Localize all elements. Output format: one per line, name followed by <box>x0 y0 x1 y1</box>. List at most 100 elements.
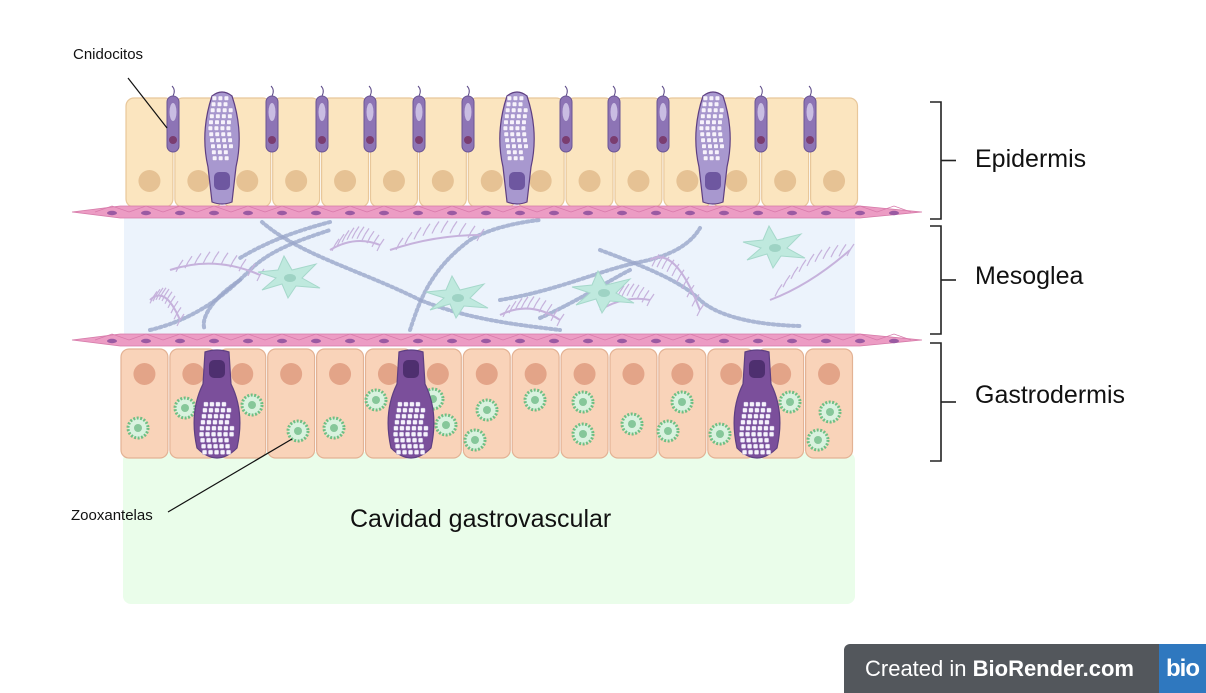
epidermis-nucleus <box>774 170 797 192</box>
epidermis-nucleus <box>285 170 308 192</box>
basal-membrane <box>71 333 923 347</box>
gastrodermis-nucleus <box>231 363 254 385</box>
zooxanthella-icon <box>620 412 644 436</box>
label-mesoglea: Mesoglea <box>975 262 1084 290</box>
zooxanthella-icon <box>806 428 830 452</box>
zooxanthella-icon <box>523 388 547 412</box>
gastrodermis-nucleus <box>818 363 841 385</box>
zooxanthella-icon <box>126 416 150 440</box>
cnidocyte-icon <box>559 85 573 153</box>
epidermis-nucleus <box>431 170 454 192</box>
epidermis-nucleus <box>529 170 552 192</box>
label-cavidad: Cavidad gastrovascular <box>350 505 612 533</box>
gastrodermis-nucleus <box>622 363 645 385</box>
zooxanthella-icon <box>708 422 732 446</box>
mesoglea-fiber-2 <box>238 220 332 260</box>
amoebocyte-icon <box>571 269 635 315</box>
label-epidermis: Epidermis <box>975 145 1087 173</box>
leader-lines <box>127 77 293 513</box>
epidermis-nucleus <box>187 170 210 192</box>
epidermis-nucleus <box>627 170 650 192</box>
zooxanthella-icon <box>434 413 458 437</box>
zooxanthella-icon <box>364 388 388 412</box>
biorender-logo: bio <box>1159 644 1206 693</box>
cnidocyte-icon <box>166 85 180 153</box>
basal-membrane <box>71 205 923 219</box>
gastrodermis-nucleus <box>280 363 303 385</box>
gastrovascular-cavity <box>123 452 855 604</box>
amoebocyte-icon <box>257 254 321 300</box>
zooxanthella-icon <box>286 419 310 443</box>
branching-fiber-0 <box>169 251 265 282</box>
gastrodermis-nucleus <box>377 363 400 385</box>
cnidocyte-icon <box>461 85 475 153</box>
epidermis-nucleus <box>382 170 405 192</box>
epidermis-nucleus <box>676 170 699 192</box>
branching-fiber-4 <box>499 296 565 327</box>
mesoglea-fiber-5 <box>598 248 802 328</box>
cnidocyte-icon <box>754 85 768 153</box>
gastrodermis-nucleus <box>671 363 694 385</box>
cnidocyte-icon <box>412 85 426 153</box>
leader-cnidocitos <box>127 77 168 129</box>
gastrodermis-nucleus <box>426 363 449 385</box>
branching-fiber-3 <box>769 243 855 301</box>
cnidocyte-icon <box>607 85 621 153</box>
biorender-watermark: Created in BioRender.com bio <box>844 644 1206 693</box>
mucus-cell-icon <box>499 91 535 205</box>
basal-membranes <box>71 205 923 347</box>
zooxanthella-icon <box>818 400 842 424</box>
zooxanthella-icon <box>240 393 264 417</box>
gastrodermis-nucleus <box>769 363 792 385</box>
mucus-cell-icon <box>387 349 435 459</box>
mucus-cell-icon <box>204 91 240 205</box>
epidermis-nucleus <box>578 170 601 192</box>
bracket-mesoglea <box>930 225 956 335</box>
amoebocyte-icon <box>425 274 489 320</box>
cnidocyte-icon <box>315 85 329 153</box>
mesoglea-fiber-4 <box>498 226 702 302</box>
cnidocyte-icon <box>656 85 670 153</box>
leader-zooxantelas <box>167 438 293 513</box>
zooxanthella-icon <box>475 398 499 422</box>
zooxanthella-icon <box>463 428 487 452</box>
mesoglea-layer <box>124 214 855 336</box>
zooxanthella-icon <box>571 422 595 446</box>
epidermis-layer <box>125 85 859 208</box>
epidermis-nucleus <box>334 170 357 192</box>
mucus-cell-icon <box>193 349 241 459</box>
cnidocyte-icon <box>265 85 279 153</box>
label-cnidocitos: Cnidocitos <box>73 46 144 63</box>
branching-fiber-1 <box>389 220 485 251</box>
gastrodermis-nucleus <box>133 363 156 385</box>
mesoglea-fiber-6 <box>201 278 242 332</box>
branching-fiber-2 <box>649 254 705 317</box>
zooxanthella-icon <box>656 419 680 443</box>
bracket-epidermis <box>930 101 956 220</box>
layer-brackets <box>930 101 956 462</box>
gastrodermis-cell <box>609 348 658 459</box>
amoebocyte-icon <box>742 224 806 270</box>
cnidocyte-icon <box>803 85 817 153</box>
cnidocyte-icon <box>363 85 377 153</box>
gastrodermis-nucleus <box>524 363 547 385</box>
gastrodermis-nucleus <box>720 363 743 385</box>
label-gastrodermis: Gastrodermis <box>975 381 1126 409</box>
label-zooxantelas: Zooxantelas <box>71 507 153 524</box>
cavity-region <box>123 452 855 604</box>
zooxanthella-icon <box>322 416 346 440</box>
epidermis-nucleus <box>236 170 259 192</box>
mucus-cell-icon <box>733 349 781 459</box>
gastrodermis-nucleus <box>329 363 352 385</box>
zooxanthella-icon <box>571 390 595 414</box>
epidermis-nucleus <box>823 170 846 192</box>
mesoglea-fiber-3 <box>408 218 542 332</box>
gastrodermis-nucleus <box>573 363 596 385</box>
bracket-gastrodermis <box>930 342 956 462</box>
zooxanthella-icon <box>778 390 802 414</box>
epidermis-nucleus <box>480 170 503 192</box>
gastrodermis-nucleus <box>182 363 205 385</box>
branching-fiber-5 <box>329 226 385 252</box>
gastrodermis-layer <box>120 348 854 459</box>
